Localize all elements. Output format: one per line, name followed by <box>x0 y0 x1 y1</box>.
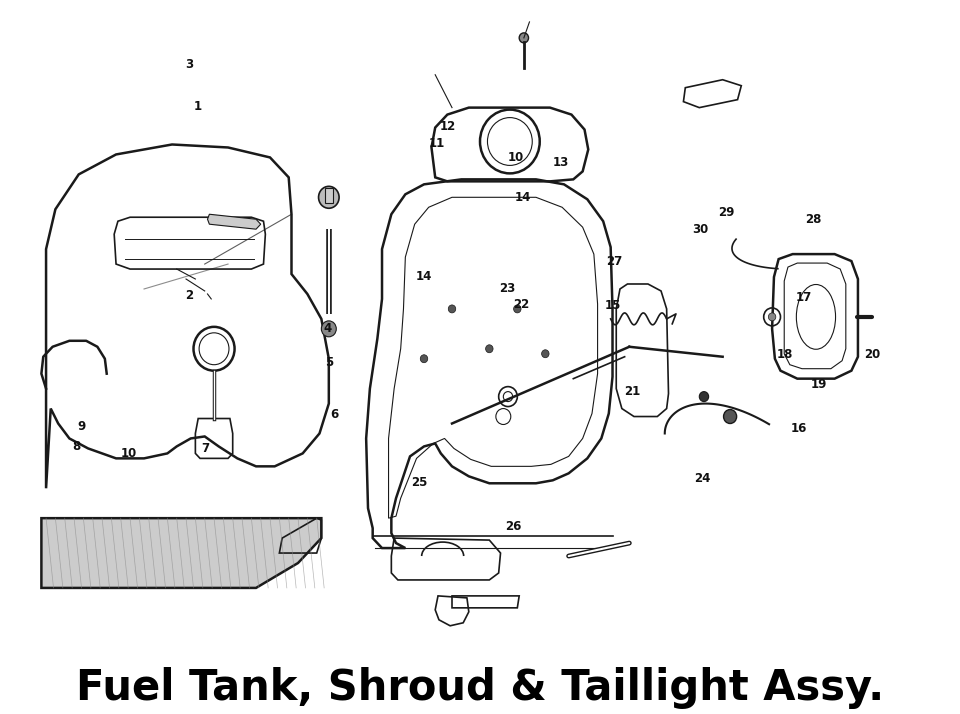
Circle shape <box>519 33 529 43</box>
Circle shape <box>768 313 776 321</box>
Text: 12: 12 <box>440 120 456 133</box>
Text: 19: 19 <box>810 378 827 391</box>
Text: 20: 20 <box>864 348 880 361</box>
Text: 16: 16 <box>791 422 807 435</box>
Circle shape <box>319 186 339 208</box>
Polygon shape <box>41 518 322 588</box>
Circle shape <box>448 305 456 313</box>
Circle shape <box>420 355 428 363</box>
Circle shape <box>322 321 336 337</box>
Text: 18: 18 <box>777 348 793 361</box>
Text: 11: 11 <box>429 137 445 150</box>
Text: 17: 17 <box>796 291 812 304</box>
Text: 2: 2 <box>184 288 193 302</box>
Text: 1: 1 <box>194 100 202 114</box>
Bar <box>325 188 332 203</box>
Text: 10: 10 <box>508 151 524 164</box>
Text: 8: 8 <box>73 441 81 453</box>
Text: 14: 14 <box>416 270 432 283</box>
Text: 30: 30 <box>692 223 708 236</box>
Text: 24: 24 <box>694 472 710 485</box>
Text: 23: 23 <box>499 281 515 295</box>
Text: Fuel Tank, Shroud & Taillight Assy.: Fuel Tank, Shroud & Taillight Assy. <box>76 667 884 708</box>
Text: 22: 22 <box>513 298 529 311</box>
Text: 7: 7 <box>201 442 209 455</box>
Text: 28: 28 <box>805 213 822 226</box>
Text: 4: 4 <box>324 322 332 335</box>
Text: 27: 27 <box>607 256 622 268</box>
Text: 13: 13 <box>553 156 568 169</box>
Circle shape <box>486 345 493 353</box>
Circle shape <box>541 350 549 358</box>
Circle shape <box>699 391 708 401</box>
Text: 26: 26 <box>505 520 521 533</box>
Circle shape <box>514 305 521 313</box>
Circle shape <box>724 410 736 423</box>
Text: 6: 6 <box>331 408 339 421</box>
Text: 3: 3 <box>184 58 193 71</box>
Text: 15: 15 <box>605 299 621 313</box>
Text: 29: 29 <box>718 206 734 218</box>
Text: 14: 14 <box>515 191 531 204</box>
Polygon shape <box>207 214 261 229</box>
Text: 9: 9 <box>77 421 85 433</box>
Text: 5: 5 <box>325 356 334 369</box>
Text: 10: 10 <box>121 448 137 461</box>
Text: 21: 21 <box>624 385 640 398</box>
Text: 25: 25 <box>411 476 427 489</box>
